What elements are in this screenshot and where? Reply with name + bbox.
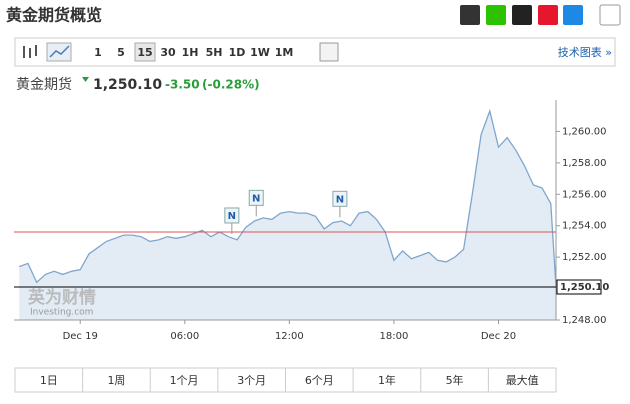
interval-button[interactable]: 1M <box>275 46 294 59</box>
y-tick-label: 1,260.00 <box>562 126 607 137</box>
news-marker-label: N <box>336 194 344 205</box>
range-button[interactable]: 1日 <box>40 374 58 387</box>
x-tick-label: Dec 20 <box>481 331 516 342</box>
range-button[interactable]: 6个月 <box>305 374 334 387</box>
wechat-icon[interactable] <box>486 5 506 25</box>
plot: 1,248.00 1,252.00 1,254.00 1,256.00 1,258.00… <box>14 100 609 342</box>
favorite-icon[interactable] <box>563 5 583 25</box>
quote-change: -3.50 <box>165 78 200 92</box>
news-marker-label: N <box>228 211 236 222</box>
line-glyph <box>49 45 70 58</box>
watermark-cn: 英为财情 <box>28 287 96 308</box>
weibo-icon[interactable] <box>538 5 558 25</box>
x-tick-label: 06:00 <box>170 331 199 342</box>
interval-button[interactable]: 15 <box>137 46 152 59</box>
chart-type-icons <box>23 42 339 62</box>
share-icons <box>460 4 621 26</box>
candle-glyph <box>23 45 37 58</box>
news-marker[interactable] <box>248 189 264 206</box>
range-button[interactable]: 1周 <box>107 374 125 387</box>
toolbar <box>14 37 616 67</box>
email-icon[interactable] <box>460 5 480 25</box>
news-marker[interactable] <box>332 190 348 207</box>
settings-icon[interactable] <box>319 42 339 62</box>
interval-button[interactable]: 1H <box>182 46 199 59</box>
y-tick-label: 1,248.00 <box>562 315 607 326</box>
quote-price: 1,250.10 <box>93 77 162 93</box>
info-icon[interactable] <box>599 4 621 26</box>
news-marker[interactable] <box>224 207 240 224</box>
x-tick-label: 18:00 <box>380 331 409 342</box>
range-button[interactable]: 3个月 <box>237 374 266 387</box>
y-tick-label: 1,256.00 <box>562 189 607 200</box>
interval-selected <box>134 42 156 62</box>
price-tag-label: 1,250.10 <box>560 282 609 293</box>
interval-button[interactable]: 1D <box>229 46 246 59</box>
y-tick-label: 1,258.00 <box>562 158 607 169</box>
interval-button[interactable]: 1W <box>250 46 270 59</box>
quote-change-pct: (-0.28%) <box>202 78 260 92</box>
technical-chart-link[interactable]: 技术图表 » <box>558 45 612 59</box>
watermark-en: Investing.com <box>30 308 93 318</box>
interval-button[interactable]: 5 <box>117 46 125 59</box>
interval-button[interactable]: 30 <box>160 46 176 59</box>
x-tick-label: 12:00 <box>275 331 304 342</box>
x-tick-label: Dec 19 <box>63 331 98 342</box>
range-button[interactable]: 最大值 <box>506 373 539 387</box>
area-fill <box>19 111 556 320</box>
y-tick-label: 1,252.00 <box>562 252 607 263</box>
qq-icon[interactable] <box>512 5 532 25</box>
quote-name: 黄金期货 <box>16 76 72 93</box>
change-arrow <box>82 77 89 82</box>
range-button[interactable]: 1个月 <box>170 374 199 387</box>
range-button[interactable]: 1年 <box>378 373 396 387</box>
range-button[interactable]: 5年 <box>446 373 464 387</box>
news-marker-label: N <box>252 193 260 204</box>
price-line <box>18 108 557 288</box>
y-tick-label: 1,254.00 <box>562 221 607 232</box>
page-title: 黄金期货概览 <box>6 6 102 25</box>
price-tag <box>556 279 602 295</box>
interval-button[interactable]: 5H <box>206 46 223 59</box>
interval-button[interactable]: 1 <box>94 46 102 59</box>
